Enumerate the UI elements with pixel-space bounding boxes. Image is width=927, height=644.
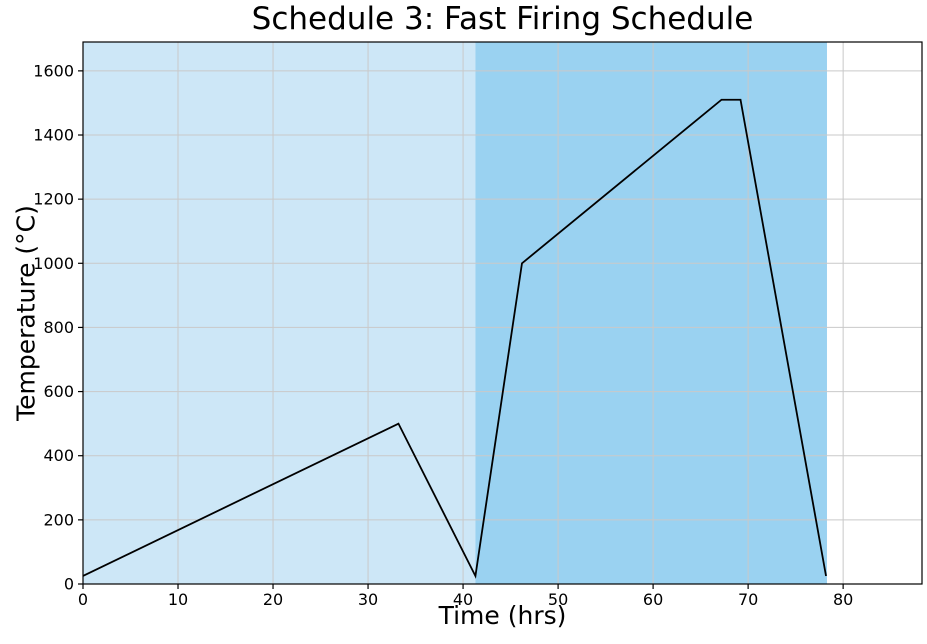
x-tick-label: 70 — [738, 590, 758, 609]
y-axis-ticks — [78, 70, 83, 585]
chart-title: Schedule 3: Fast Firing Schedule — [251, 1, 754, 37]
x-tick-label: 20 — [263, 590, 283, 609]
x-tick-label: 0 — [78, 590, 88, 609]
x-tick-label: 50 — [548, 590, 568, 609]
y-tick-label: 800 — [43, 318, 74, 337]
x-tick-label: 60 — [643, 590, 663, 609]
y-tick-label: 1600 — [33, 61, 74, 80]
x-tick-label: 30 — [358, 590, 378, 609]
x-tick-label: 80 — [833, 590, 853, 609]
y-tick-label: 1200 — [33, 190, 74, 209]
y-tick-label: 200 — [43, 510, 74, 529]
x-tick-label: 40 — [453, 590, 473, 609]
x-tick-label: 10 — [168, 590, 188, 609]
firing-temperature-profile — [82, 98, 827, 579]
y-tick-label: 0 — [64, 575, 74, 594]
phase-1-span — [83, 42, 476, 584]
y-tick-label: 1000 — [33, 254, 74, 273]
shaded-regions — [83, 42, 827, 584]
phase-2-span — [475, 42, 827, 584]
y-axis-tick-labels: 0 200 400 600 800 1000 1200 1400 1600 — [33, 61, 74, 593]
y-tick-label: 1400 — [33, 126, 74, 145]
x-axis-tick-labels: 0 10 20 30 40 50 60 70 80 — [78, 590, 853, 609]
x-axis-ticks — [82, 584, 844, 589]
plot-border — [82, 41, 923, 585]
y-tick-label: 600 — [43, 382, 74, 401]
y-axis-label: Temperature (°C) — [11, 205, 41, 421]
x-axis-label: Time (hrs) — [438, 601, 567, 630]
y-tick-label: 400 — [43, 446, 74, 465]
